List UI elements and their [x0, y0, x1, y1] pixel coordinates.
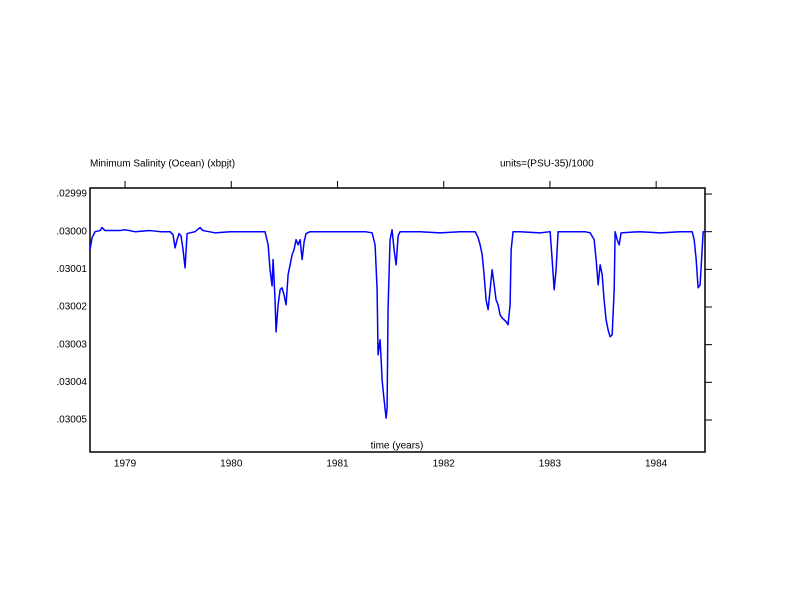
- x-tick-label: 1981: [326, 459, 349, 470]
- x-tick-label: 1984: [645, 459, 668, 470]
- y-tick-label: .03001: [56, 264, 87, 275]
- data-line: [89, 226, 705, 419]
- y-tick-label: .03002: [56, 302, 87, 313]
- x-tick-label: 1979: [114, 459, 137, 470]
- x-tick-label: 1982: [433, 459, 456, 470]
- y-tick-label: .02999: [56, 189, 87, 200]
- plot-frame: [89, 187, 706, 453]
- chart-title: Minimum Salinity (Ocean) (xbpjt): [90, 159, 235, 170]
- x-tick-label: 1980: [220, 459, 243, 470]
- x-tick-label: 1983: [539, 459, 562, 470]
- x-axis-label: time (years): [371, 441, 424, 452]
- y-tick-label: .03004: [56, 377, 87, 388]
- y-tick-label: .03003: [56, 339, 87, 350]
- chart-units: units=(PSU-35)/1000: [500, 159, 594, 170]
- y-tick-label: .03005: [56, 415, 87, 426]
- y-tick-label: .03000: [56, 226, 87, 237]
